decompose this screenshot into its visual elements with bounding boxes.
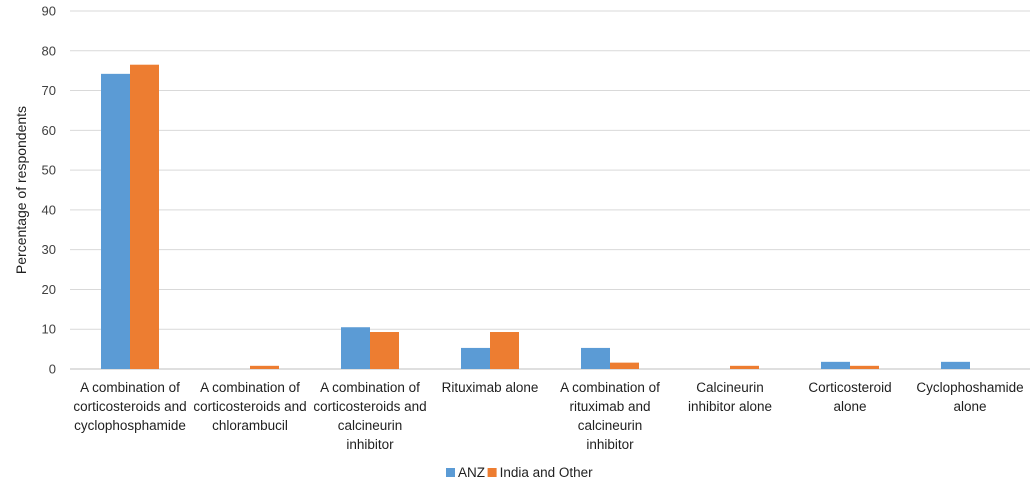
bar-india-other-0 (130, 64, 159, 369)
y-tick-label: 70 (42, 83, 56, 98)
bar-anz-7 (941, 361, 970, 369)
y-tick-label: 0 (49, 362, 56, 377)
x-category-label: A combination of corticosteroids and chlor… (193, 380, 306, 433)
y-axis-label: Percentage of respondents (13, 106, 29, 274)
y-tick-label: 90 (42, 4, 56, 19)
x-category-label: A combination of rituximab and calcineurin… (560, 380, 660, 452)
x-category-label: Calcineurin inhibitor alone (688, 380, 772, 414)
x-axis-labels: A combination of corticosteroids and cyclo… (73, 380, 1023, 452)
legend-swatch (446, 468, 455, 477)
y-axis-ticks: 0 10 20 30 40 50 60 70 80 90 (42, 4, 56, 377)
bar-anz-4 (581, 347, 610, 369)
bar-india-other-6 (850, 365, 879, 369)
bar-india-other-3 (490, 332, 519, 369)
y-tick-label: 60 (42, 123, 56, 138)
bar-india-other-4 (610, 362, 639, 369)
y-tick-label: 40 (42, 202, 56, 217)
x-category-label: Rituximab alone (442, 380, 539, 395)
x-category-label: Corticosteroid alone (808, 380, 891, 414)
bars (101, 64, 970, 370)
legend-label: India and Other (500, 465, 594, 480)
x-category-label: A combination of corticosteroids and cyclo… (73, 380, 186, 433)
gridlines (70, 10, 1030, 370)
bar-anz-6 (821, 361, 850, 369)
y-tick-label: 30 (42, 242, 56, 257)
legend-label: ANZ (458, 465, 485, 480)
bar-anz-2 (341, 327, 370, 369)
x-category-label: Cyclophoshamide alone (916, 380, 1023, 414)
bar-anz-0 (101, 73, 130, 370)
y-tick-label: 50 (42, 163, 56, 178)
y-tick-label: 10 (42, 322, 56, 337)
y-tick-label: 80 (42, 43, 56, 58)
legend: ANZ India and Other (446, 465, 593, 480)
y-tick-label: 20 (42, 282, 56, 297)
x-category-label: A combination of corticosteroids and calci… (313, 380, 426, 452)
bar-anz-3 (461, 347, 490, 369)
bar-india-other-5 (730, 365, 759, 369)
legend-swatch (487, 468, 497, 477)
bar-india-other-2 (370, 332, 399, 369)
bar-india-other-1 (250, 365, 279, 369)
